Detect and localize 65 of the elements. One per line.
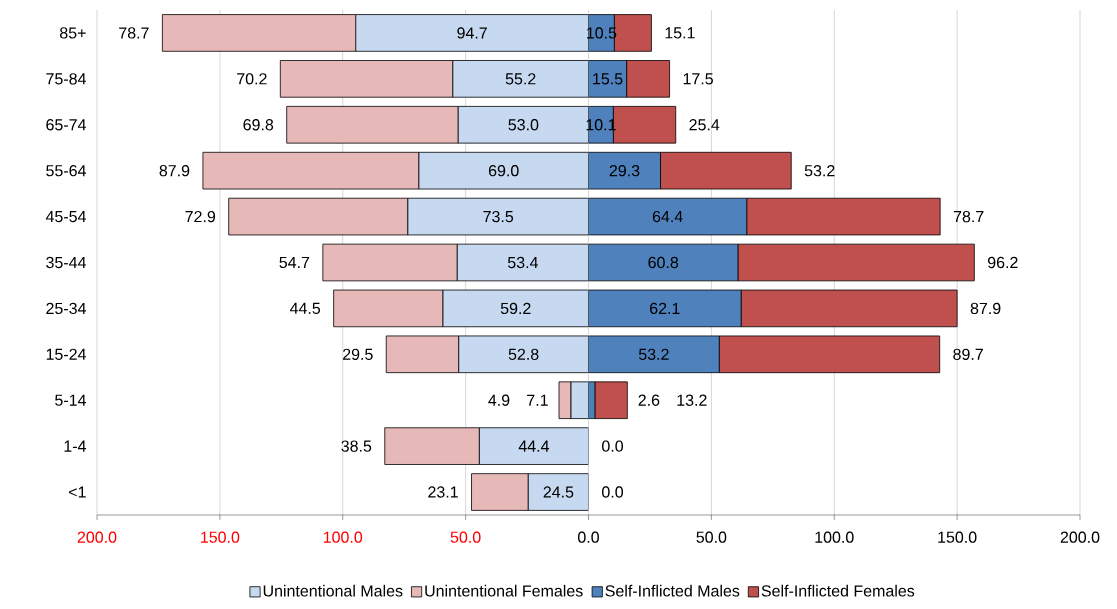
data-label: 0.0 bbox=[602, 486, 624, 498]
data-label: 73.5 bbox=[483, 210, 514, 223]
data-label: 89.7 bbox=[953, 348, 983, 360]
data-label: 15.1 bbox=[665, 27, 695, 39]
y-tick-label: 85+ bbox=[60, 27, 86, 39]
data-label: 87.9 bbox=[970, 302, 1001, 315]
data-label: 53.2 bbox=[638, 348, 669, 360]
data-label: 15.5 bbox=[593, 73, 623, 85]
y-tick-label: 45-54 bbox=[45, 211, 86, 223]
x-tick-label: 100.0 bbox=[323, 531, 363, 543]
bar bbox=[626, 60, 670, 98]
data-label: 29.5 bbox=[343, 348, 373, 360]
y-tick-label: 25-34 bbox=[46, 302, 86, 315]
data-label: 53.0 bbox=[508, 119, 539, 131]
y-tick-label: 75-84 bbox=[46, 73, 86, 85]
y-tick-label: <1 bbox=[69, 486, 86, 498]
data-label: 17.5 bbox=[683, 73, 713, 85]
data-label: 52.8 bbox=[508, 348, 539, 360]
data-label: 96.2 bbox=[987, 256, 1018, 269]
y-tick-label: 15-24 bbox=[46, 348, 86, 360]
data-label: 13.2 bbox=[677, 394, 707, 406]
data-label: 78.7 bbox=[119, 27, 149, 39]
data-label: 78.7 bbox=[953, 210, 984, 223]
data-label: 23.1 bbox=[428, 486, 458, 498]
data-label: 59.2 bbox=[500, 302, 531, 315]
data-label: 7.1 bbox=[527, 394, 548, 406]
data-label: 55.2 bbox=[505, 73, 536, 85]
x-tick-label: 100.0 bbox=[815, 531, 854, 543]
data-label: 2.6 bbox=[638, 394, 660, 406]
x-tick-label: 50.0 bbox=[696, 531, 727, 543]
data-label: 0.0 bbox=[602, 440, 624, 452]
data-label: 44.4 bbox=[518, 440, 550, 452]
data-label: 53.4 bbox=[507, 256, 538, 269]
data-label: 94.7 bbox=[457, 27, 487, 39]
data-label: 69.0 bbox=[488, 165, 519, 177]
y-tick-label: 65-74 bbox=[46, 119, 86, 131]
data-label: 44.5 bbox=[289, 302, 321, 314]
legend-label: Unintentional Females bbox=[425, 584, 583, 597]
y-tick-label: 35-44 bbox=[46, 256, 86, 269]
y-tick-label: 55-64 bbox=[46, 165, 86, 177]
data-label: 70.2 bbox=[237, 73, 267, 85]
data-label: 4.9 bbox=[488, 394, 510, 406]
x-tick-label: 200.0 bbox=[77, 531, 117, 543]
data-label: 64.4 bbox=[652, 210, 683, 223]
y-tick-label: 1-4 bbox=[64, 440, 86, 452]
data-label: 53.2 bbox=[804, 165, 835, 177]
x-tick-label: 200.0 bbox=[1060, 531, 1100, 543]
data-label: 25.4 bbox=[689, 119, 720, 131]
x-tick-label: 150.0 bbox=[938, 531, 977, 543]
legend-label: Self-Inflicted Females bbox=[761, 584, 915, 597]
data-label: 87.9 bbox=[159, 165, 190, 177]
y-tick-label: 5-14 bbox=[55, 394, 86, 406]
data-label: 62.1 bbox=[650, 302, 680, 315]
x-tick-label: 50.0 bbox=[450, 531, 481, 543]
data-label: 29.3 bbox=[609, 165, 640, 177]
data-label: 54.7 bbox=[279, 256, 310, 269]
x-tick-label: 150.0 bbox=[201, 531, 240, 543]
data-label: 38.5 bbox=[341, 440, 372, 452]
data-label: 24.5 bbox=[543, 486, 574, 498]
legend-label: Unintentional Males bbox=[263, 584, 403, 597]
data-label: 60.8 bbox=[648, 256, 679, 269]
legend-label: Self-Inflicted Males bbox=[605, 584, 740, 597]
data-label: 72.9 bbox=[185, 210, 216, 223]
x-tick-label: 0.0 bbox=[578, 531, 599, 543]
data-label: 69.8 bbox=[243, 119, 274, 131]
